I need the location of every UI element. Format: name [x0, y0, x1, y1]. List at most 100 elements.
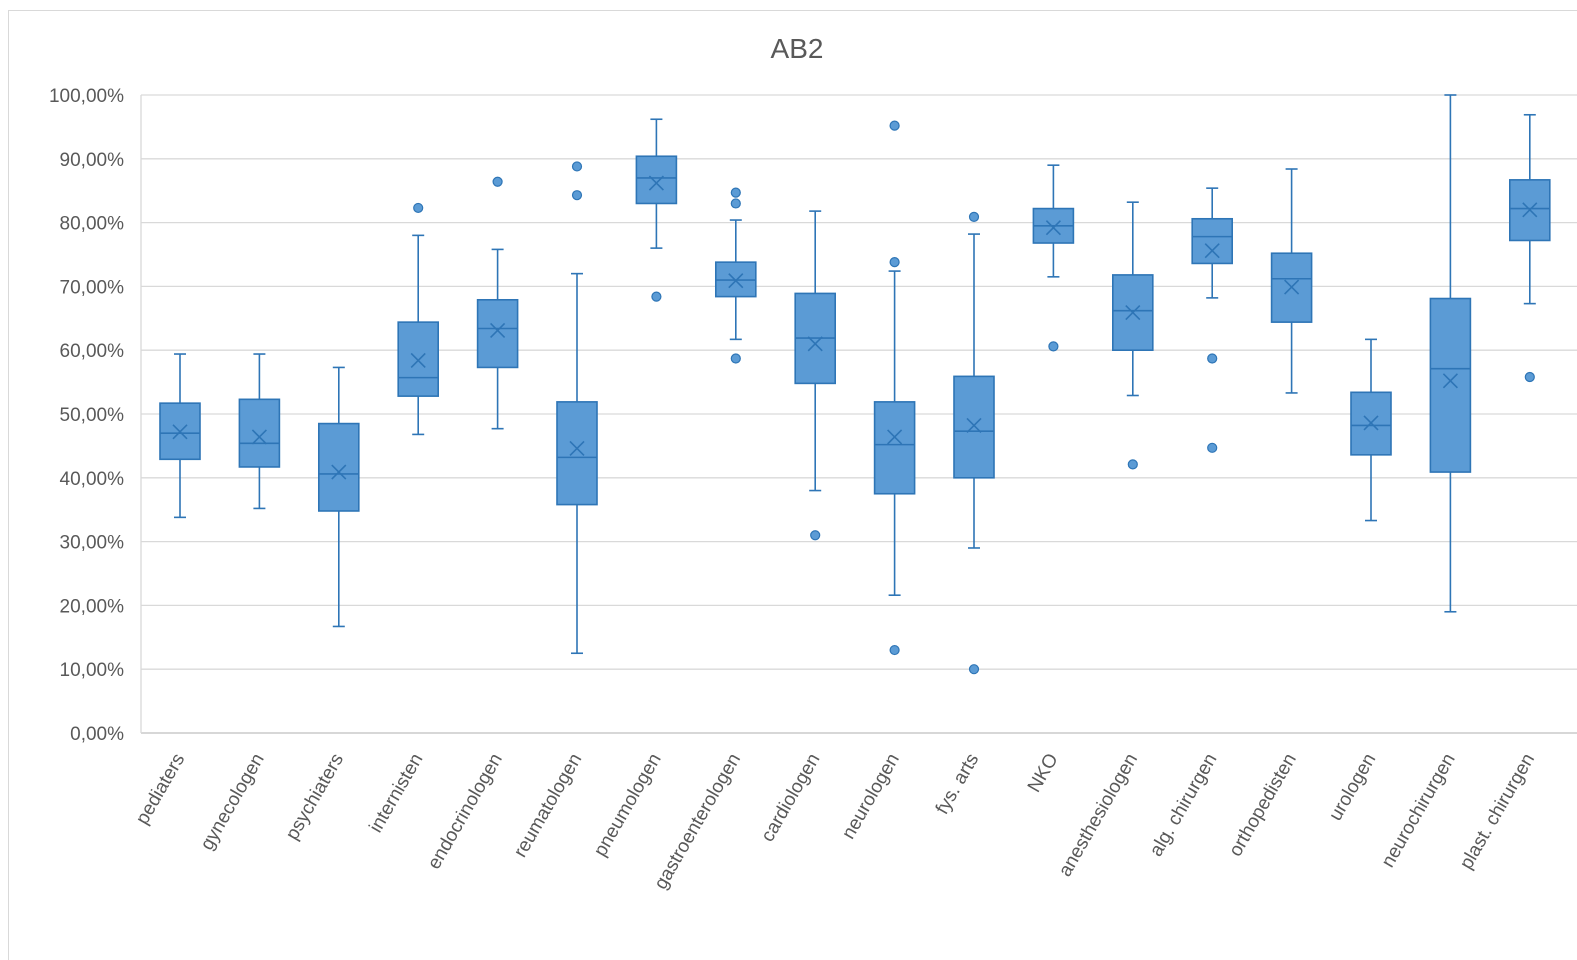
x-category-label: fys. arts: [932, 750, 983, 818]
chart-title: AB2: [771, 33, 824, 64]
box-iqr: [873, 401, 916, 495]
outlier-point: [571, 190, 583, 201]
x-category-label: NKO: [1024, 750, 1063, 796]
outlier-point: [1048, 341, 1059, 352]
mean-marker: [1363, 415, 1379, 431]
mean-marker: [331, 464, 347, 480]
chart-frame: [8, 10, 1577, 960]
x-category-label: internisten: [366, 750, 428, 836]
mean-marker: [251, 429, 267, 445]
mean-marker: [1442, 373, 1458, 389]
gridlines: [140, 94, 1577, 734]
x-category-label: cardiologen: [757, 750, 824, 846]
outlier-point: [968, 664, 980, 675]
y-axis-ticks: 0,00% 10,00% 20,00% 30,00% 40,00% 50,00% 60,00…: [49, 86, 124, 745]
outlier-point: [1207, 353, 1218, 364]
box-cardiologen: [794, 210, 837, 541]
mean-marker: [1045, 220, 1061, 236]
mean-marker: [490, 322, 506, 338]
box-alg-chirurgen: [1191, 187, 1233, 453]
mean-marker: [966, 417, 982, 434]
y-tick-label: 90,00%: [60, 150, 125, 171]
x-category-label: psychiaters: [282, 750, 348, 844]
outlier-point: [492, 176, 503, 187]
y-tick-label: 10,00%: [60, 660, 125, 681]
x-axis-categories: pediaters gynecologen psychiaters internist…: [132, 750, 1539, 893]
box-pediaters: [159, 353, 201, 519]
outlier-point: [1127, 459, 1138, 470]
box-iqr: [635, 155, 678, 205]
outlier-point: [889, 644, 900, 656]
mean-marker: [648, 175, 664, 191]
mean-marker: [410, 352, 426, 368]
y-tick-label: 30,00%: [60, 533, 125, 554]
outlier-point: [571, 161, 583, 172]
outlier-point: [730, 353, 741, 364]
x-category-label: endocrinologen: [424, 750, 507, 873]
outlier-point: [730, 198, 741, 209]
x-category-label: plast. chirurgen: [1456, 750, 1539, 873]
box-psychiaters: [317, 366, 360, 628]
outlier-point: [1524, 371, 1535, 383]
box-iqr: [953, 375, 995, 479]
mean-marker: [569, 440, 585, 457]
box-pneumologen: [635, 118, 678, 302]
mean-marker: [887, 429, 903, 445]
box-iqr: [476, 298, 519, 369]
mean-marker: [728, 273, 744, 289]
y-tick-label: 20,00%: [60, 596, 125, 617]
outlier-point: [810, 530, 821, 541]
y-tick-label: 70,00%: [60, 277, 125, 298]
mean-marker: [1522, 202, 1538, 218]
y-tick-label: 0,00%: [70, 724, 124, 745]
outlier-point: [651, 291, 662, 302]
box-endocrinologen: [476, 176, 519, 430]
box-iqr: [1191, 217, 1233, 265]
y-tick-label: 50,00%: [60, 405, 125, 426]
box-orthopedisten: [1270, 168, 1313, 394]
box-iqr: [317, 422, 360, 512]
x-category-label: neurologen: [838, 750, 904, 843]
outlier-point: [968, 211, 980, 222]
box-gastroenterologen: [714, 187, 757, 364]
box-plast-chirurgen: [1509, 113, 1551, 383]
x-category-label: neurochirurgen: [1378, 750, 1460, 871]
box-iqr: [238, 398, 281, 468]
mean-marker: [807, 336, 823, 352]
outlier-point: [1207, 442, 1218, 453]
box-fys-arts: [953, 211, 995, 675]
x-category-label: urologen: [1325, 750, 1380, 825]
box-gynecologen: [238, 353, 281, 510]
box-urologen: [1350, 338, 1392, 522]
y-tick-label: 100,00%: [49, 86, 124, 107]
x-category-label: pediaters: [132, 750, 189, 828]
y-tick-label: 60,00%: [60, 341, 125, 362]
x-category-label: pneumologen: [590, 750, 666, 860]
box-iqr: [1429, 297, 1472, 473]
box-neurochirurgen: [1429, 94, 1472, 613]
box-nko: [1032, 164, 1075, 352]
x-category-label: alg. chirurgen: [1146, 750, 1222, 860]
x-category-label: reumatologen: [510, 750, 586, 861]
boxes: [159, 94, 1551, 675]
y-tick-label: 80,00%: [60, 214, 125, 235]
box-internisten: [397, 202, 440, 436]
outlier-point: [889, 120, 900, 131]
box-iqr: [397, 321, 440, 397]
outlier-point: [730, 187, 741, 198]
x-category-label: orthopedisten: [1225, 750, 1301, 860]
box-neurologen: [873, 120, 916, 656]
mean-marker: [1204, 243, 1220, 259]
box-reumatologen: [556, 161, 598, 655]
box-anesthesiologen: [1112, 201, 1154, 470]
box-iqr: [556, 401, 598, 506]
x-category-label: gastroenterologen: [650, 750, 745, 893]
mean-marker: [172, 424, 188, 440]
mean-marker: [1284, 279, 1300, 295]
outlier-point: [413, 202, 424, 214]
y-tick-label: 40,00%: [60, 469, 125, 490]
mean-marker: [1125, 304, 1141, 321]
outlier-point: [889, 257, 900, 268]
x-category-label: gynecologen: [197, 750, 269, 854]
